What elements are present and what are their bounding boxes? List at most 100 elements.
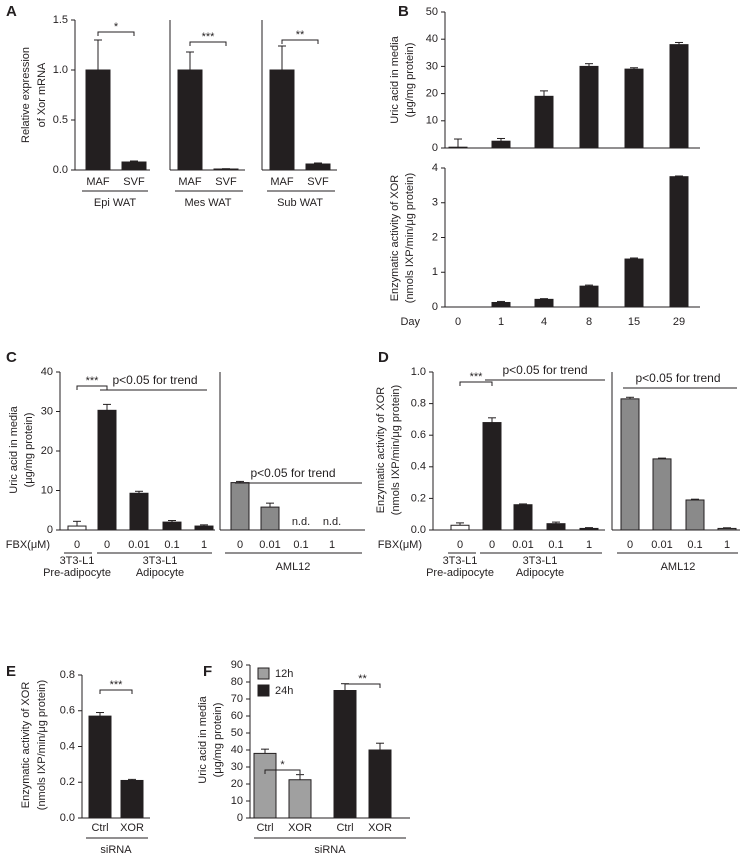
x-tick-label: 0.01 <box>128 539 149 551</box>
x-tick-label: 0 <box>457 539 463 551</box>
y-tick-label: 0.2 <box>411 492 426 504</box>
x-tick-label: 0 <box>627 539 633 551</box>
x-tick-label: 1 <box>724 539 730 551</box>
bar <box>669 44 689 149</box>
bar <box>579 527 599 531</box>
group-label: Adipocyte <box>516 567 564 579</box>
y-tick-label: 40 <box>426 33 438 45</box>
bar <box>177 69 203 171</box>
significance-bracket <box>344 683 381 688</box>
y-tick-label: 40 <box>231 744 243 756</box>
y-axis-label: (nmols IXP/min/μg protein) <box>390 385 402 515</box>
x-tick-label: 0 <box>104 539 110 551</box>
x-tick-label: 29 <box>673 316 685 328</box>
y-tick-label: 4 <box>432 162 438 174</box>
x-axis-label: FBX(μM) <box>378 539 422 551</box>
panel-label: C <box>6 349 17 366</box>
group-label: Pre-adipocyte <box>43 567 111 579</box>
bar <box>162 521 182 531</box>
x-axis-label: FBX(μM) <box>6 539 50 551</box>
bar <box>491 140 511 149</box>
significance-bracket <box>99 689 133 694</box>
y-tick-label: 90 <box>231 659 243 671</box>
y-tick-label: 1.0 <box>411 366 426 378</box>
y-tick-label: 50 <box>231 727 243 739</box>
x-tick-label: XOR <box>368 822 392 834</box>
bar <box>194 525 214 531</box>
y-axis-label: Uric acid in media <box>389 35 401 123</box>
bar <box>253 752 277 819</box>
panel-label: F <box>203 663 212 680</box>
y-tick-label: 0.2 <box>60 776 75 788</box>
y-tick-label: 0.6 <box>60 705 75 717</box>
y-axis-label: Uric acid in media <box>8 405 20 493</box>
y-axis-label: (nmols IXP/min/μg protein) <box>36 680 48 810</box>
trend-label: p<0.05 for trend <box>112 373 197 387</box>
x-tick-label: XOR <box>120 822 144 834</box>
x-tick-label: SVF <box>307 176 329 188</box>
x-tick-label: 0 <box>237 539 243 551</box>
significance-bracket <box>281 39 319 44</box>
bar <box>717 527 737 531</box>
bar <box>85 69 111 171</box>
x-axis-label: siRNA <box>100 844 132 856</box>
x-tick-label: XOR <box>288 822 312 834</box>
y-tick-label: 0.0 <box>53 164 68 176</box>
value-label: n.d. <box>292 516 310 528</box>
x-tick-label: Ctrl <box>256 822 273 834</box>
panel-label: B <box>398 3 409 20</box>
y-tick-label: 1 <box>432 266 438 278</box>
bar <box>652 458 672 531</box>
significance-label: *** <box>86 375 100 387</box>
y-tick-label: 30 <box>41 405 53 417</box>
y-tick-label: 1.0 <box>53 64 68 76</box>
significance-bracket <box>97 31 135 36</box>
y-tick-label: 0 <box>432 301 438 313</box>
bar <box>685 499 705 531</box>
bar <box>67 525 87 531</box>
bar <box>97 409 117 531</box>
x-tick-label: SVF <box>123 176 145 188</box>
y-tick-label: 0 <box>47 524 53 536</box>
bar <box>120 779 144 819</box>
bar <box>448 146 468 149</box>
group-label: 3T3-L1 <box>143 555 178 567</box>
x-tick-label: 0 <box>74 539 80 551</box>
x-tick-label: 0.1 <box>293 539 308 551</box>
bar <box>579 285 599 308</box>
significance-label: ** <box>296 29 305 41</box>
y-tick-label: 10 <box>41 484 53 496</box>
y-tick-label: 60 <box>231 710 243 722</box>
y-tick-label: 20 <box>41 445 53 457</box>
group-label: Mes WAT <box>184 197 231 209</box>
trend-label: p<0.05 for trend <box>250 466 335 480</box>
legend-swatch <box>257 684 270 697</box>
legend-label: 12h <box>275 668 293 680</box>
y-tick-label: 20 <box>231 778 243 790</box>
y-axis-label: Uric acid in media <box>197 695 209 783</box>
value-label: n.d. <box>323 516 341 528</box>
y-tick-label: 30 <box>231 761 243 773</box>
panel-label: D <box>378 349 389 366</box>
y-axis-label: (nmols IXP/min/μg protein) <box>404 173 416 303</box>
x-tick-label: 1 <box>201 539 207 551</box>
group-label: 3T3-L1 <box>523 555 558 567</box>
y-axis-label: of Xor mRNA <box>36 62 48 127</box>
x-tick-label: 4 <box>541 316 547 328</box>
group-label: AML12 <box>276 561 311 573</box>
significance-bracket <box>76 385 108 390</box>
x-tick-label: MAF <box>178 176 202 188</box>
legend-swatch <box>257 667 270 680</box>
y-tick-label: 50 <box>426 6 438 18</box>
panel-label: E <box>6 663 16 680</box>
bar <box>333 690 357 819</box>
y-axis-label: (μg/mg protein) <box>23 413 35 488</box>
bar <box>620 398 640 531</box>
significance-label: *** <box>470 371 484 383</box>
x-tick-label: 0.1 <box>164 539 179 551</box>
y-tick-label: 1.5 <box>53 14 68 26</box>
bar <box>305 163 331 171</box>
significance-label: ** <box>358 673 367 685</box>
bar <box>491 301 511 308</box>
significance-bracket <box>264 769 301 774</box>
